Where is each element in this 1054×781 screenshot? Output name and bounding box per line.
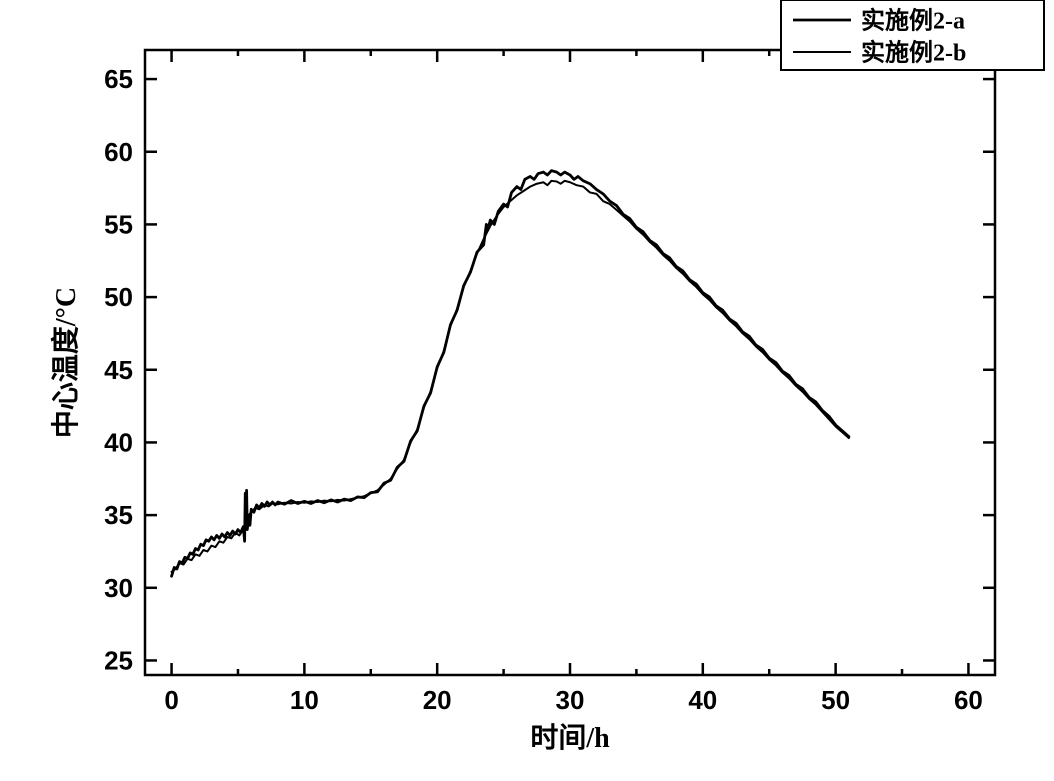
svg-text:25: 25: [104, 646, 133, 676]
svg-text:10: 10: [290, 685, 319, 715]
svg-text:50: 50: [104, 282, 133, 312]
svg-text:40: 40: [688, 685, 717, 715]
svg-text:50: 50: [821, 685, 850, 715]
svg-text:55: 55: [104, 210, 133, 240]
svg-text:60: 60: [104, 137, 133, 167]
svg-text:45: 45: [104, 355, 133, 385]
line-chart: 0 10 20 30 40 50 60 25 30 35 40 45 50 55 60 65 时间/h 中心温度/…: [0, 0, 1054, 781]
svg-text:实施例2-a: 实施例2-a: [861, 6, 965, 34]
svg-text:60: 60: [954, 685, 983, 715]
svg-text:40: 40: [104, 428, 133, 458]
svg-text:30: 30: [104, 573, 133, 603]
svg-text:20: 20: [423, 685, 452, 715]
svg-text:实施例2-b: 实施例2-b: [861, 38, 966, 66]
svg-text:中心温度/°C: 中心温度/°C: [50, 287, 82, 438]
svg-text:时间/h: 时间/h: [530, 722, 610, 754]
svg-text:30: 30: [556, 685, 585, 715]
chart-container: 0 10 20 30 40 50 60 25 30 35 40 45 50 55 60 65 时间/h 中心温度/…: [0, 0, 1054, 781]
svg-text:65: 65: [104, 64, 133, 94]
svg-text:0: 0: [164, 685, 178, 715]
svg-text:35: 35: [104, 500, 133, 530]
